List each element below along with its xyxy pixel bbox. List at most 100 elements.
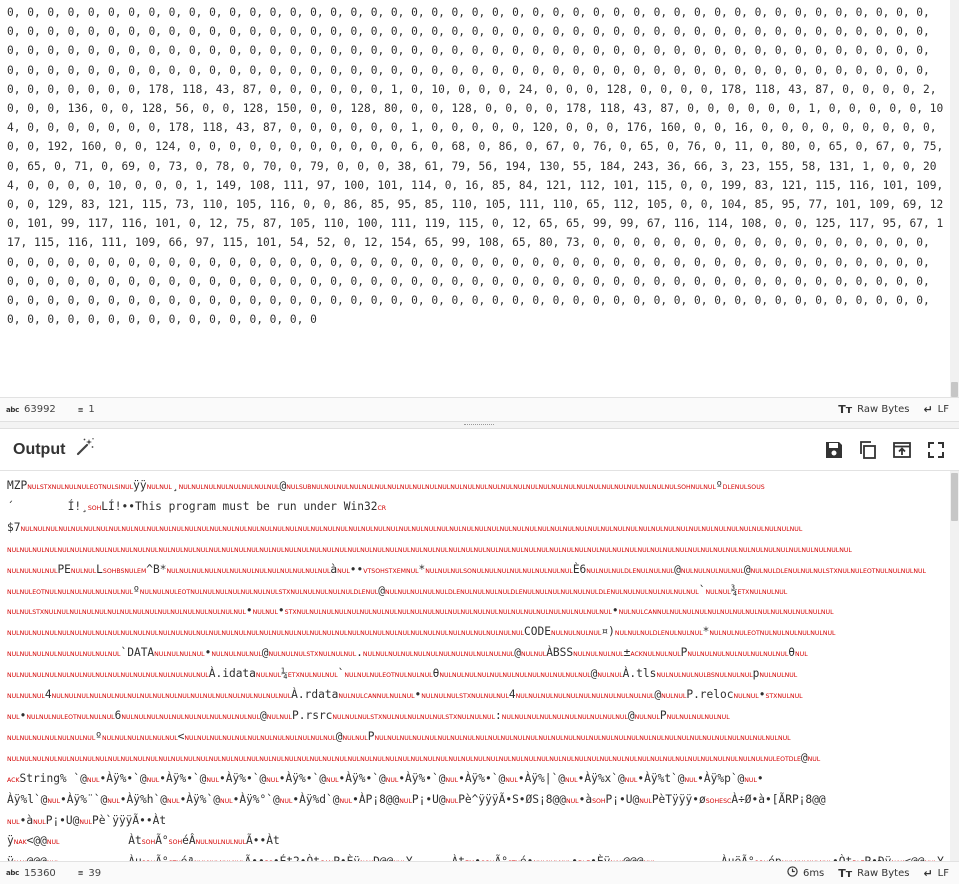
control-char: NUL (691, 713, 705, 721)
control-char: SOH (755, 860, 768, 861)
control-char: NUL (527, 713, 540, 721)
control-char: NUL (522, 567, 535, 575)
control-char: NUL (249, 651, 262, 659)
input-textarea[interactable]: 0, 0, 0, 0, 0, 0, 0, 0, 0, 0, 0, 0, 0, 0… (0, 0, 959, 397)
control-char: NUL (666, 713, 680, 721)
control-char: NUL (216, 484, 230, 491)
control-char: NUL (725, 651, 738, 659)
control-char: NUL (574, 546, 588, 554)
replace-input-button[interactable] (891, 439, 913, 461)
output-eol-button[interactable]: ↵ LF (923, 867, 949, 880)
input-text[interactable]: 0, 0, 0, 0, 0, 0, 0, 0, 0, 0, 0, 0, 0, 0… (7, 6, 950, 327)
control-char: NUL (221, 546, 234, 554)
control-char: NUL (297, 630, 310, 638)
control-char: NUL (315, 588, 329, 596)
input-raw-bytes-button[interactable]: Tт Raw Bytes (838, 403, 909, 416)
control-char: NUL (677, 630, 691, 638)
control-char: NUL (266, 484, 280, 491)
control-char: NUL (95, 588, 108, 596)
save-output-button[interactable] (823, 439, 845, 461)
output-line: NULNULNUL4NULNULNULNULNULNULNULNULNULNUL… (7, 688, 803, 702)
control-char: NUL (394, 713, 408, 721)
control-char: NUL (561, 546, 575, 554)
control-char: SOH (705, 797, 720, 805)
copy-output-button[interactable] (857, 439, 879, 461)
control-char: NUL (795, 609, 809, 617)
pane-resize-divider[interactable] (0, 421, 959, 429)
control-char: NUL (445, 797, 459, 805)
control-char: NUL (44, 609, 57, 617)
output-textarea[interactable]: MZPNULSTXNULNULNULEOTNULSINULÿÿNULNUL¸NU… (0, 471, 959, 861)
control-char: NUL (445, 776, 459, 784)
control-char: NUL (451, 651, 464, 659)
control-char: NUL (297, 546, 310, 554)
control-char: NUL (70, 755, 83, 763)
control-char: NUL (47, 860, 60, 861)
control-char: NUL (166, 567, 180, 575)
control-char: NUL (576, 630, 589, 638)
control-char: NUL (166, 797, 180, 805)
control-char: DLE (775, 567, 788, 575)
control-char: NUL (234, 734, 248, 742)
control-char: NUL (154, 651, 167, 659)
control-char: NUL (362, 651, 376, 659)
control-char: NUL (247, 525, 261, 533)
output-raw-bytes-button[interactable]: Tт Raw Bytes (838, 867, 909, 880)
control-char: NUL (44, 734, 58, 742)
magic-wand-icon[interactable] (75, 437, 95, 462)
input-scrollbar-thumb[interactable] (951, 382, 958, 397)
control-char: NUL (500, 484, 514, 491)
control-char: NUL (32, 755, 45, 763)
control-char: SOH (87, 504, 102, 512)
control-char: NUL (690, 630, 703, 638)
control-char: NUL (738, 755, 751, 763)
control-char: NUL (94, 609, 108, 617)
control-char: NUL (145, 630, 159, 638)
control-char: NUL (612, 755, 625, 763)
input-eol-button[interactable]: ↵ LF (923, 403, 949, 416)
control-char: SOH (371, 567, 385, 575)
control-char: NUL (749, 588, 762, 596)
input-scrollbar[interactable] (950, 0, 959, 397)
control-char: NUL (563, 734, 577, 742)
control-char: NUL (913, 567, 926, 575)
control-char: NUL (309, 609, 322, 617)
control-char: NUL (19, 546, 33, 554)
control-char: NUL (640, 630, 653, 638)
control-char: NUL (636, 567, 649, 575)
control-char: NUL (325, 672, 338, 680)
control-char: NUL (662, 755, 676, 763)
control-char: DLE (447, 588, 461, 596)
control-char: NUL (733, 693, 747, 701)
control-char: NUL (309, 755, 323, 763)
control-char: NUL (44, 630, 58, 638)
control-char: NUL (486, 755, 499, 763)
control-char: NUL (564, 713, 578, 721)
control-char: NUL (511, 546, 524, 554)
control-char: NUL (751, 525, 765, 533)
control-char: NUL (718, 567, 732, 575)
control-char: NUL (77, 484, 90, 491)
control-char: NUL (639, 484, 652, 491)
control-char: NUL (460, 588, 473, 596)
output-line: $7NULNULNULNULNULNULNULNULNULNULNULNULNU… (7, 520, 803, 534)
control-char: NUL (51, 484, 65, 491)
control-char: NUL (435, 588, 448, 596)
control-char: NUL (7, 546, 20, 554)
control-char: NUL (133, 546, 146, 554)
control-char: NUL (807, 860, 820, 861)
control-char: NUL (797, 630, 811, 638)
control-char: NUL (587, 546, 600, 554)
control-char: NUL (44, 546, 58, 554)
control-char: NUL (588, 734, 602, 742)
maximise-output-button[interactable] (925, 439, 947, 461)
control-char: NUL (631, 609, 644, 617)
divider-grip[interactable] (464, 424, 494, 426)
control-char: NUL (221, 630, 234, 638)
control-char: STX (284, 609, 297, 617)
control-char: NUL (501, 713, 515, 721)
input-length-value: 63992 (23, 404, 56, 415)
output-scrollbar-thumb[interactable] (951, 473, 958, 521)
output-text[interactable]: MZPNULSTXNULNULNULEOTNULSINULÿÿNULNUL¸NU… (7, 477, 947, 861)
output-scrollbar[interactable] (950, 471, 959, 861)
